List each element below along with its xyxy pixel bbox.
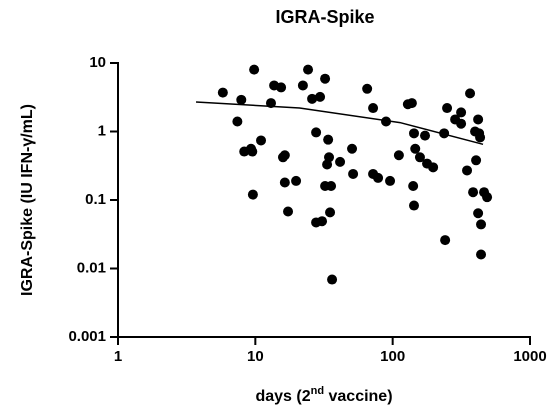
- point: [256, 135, 267, 146]
- point: [381, 116, 392, 127]
- point: [276, 82, 287, 93]
- y-tick-label: 0.1: [85, 191, 106, 208]
- point: [249, 64, 260, 75]
- point: [439, 128, 450, 139]
- point: [408, 181, 419, 192]
- point: [347, 143, 358, 154]
- point: [476, 219, 487, 230]
- point: [279, 150, 290, 161]
- point: [323, 134, 334, 145]
- fit-line: [195, 101, 484, 146]
- point: [473, 208, 484, 219]
- point: [368, 103, 379, 114]
- point: [279, 177, 290, 188]
- point: [462, 165, 473, 176]
- point: [440, 235, 451, 246]
- y-tick-label: 0.01: [77, 259, 106, 276]
- y-tick-label: 1: [98, 122, 106, 139]
- x-tick-label: 1000: [513, 348, 546, 365]
- point: [414, 152, 425, 163]
- point: [335, 156, 346, 167]
- point: [320, 73, 331, 84]
- chart-title: IGRA-Spike: [275, 7, 374, 27]
- point: [236, 94, 247, 105]
- point: [420, 130, 431, 141]
- point: [247, 189, 258, 200]
- point: [482, 192, 493, 203]
- point: [283, 206, 294, 217]
- point: [297, 80, 308, 91]
- point: [326, 181, 337, 192]
- point: [465, 88, 476, 99]
- point: [362, 83, 373, 94]
- point: [303, 64, 314, 75]
- point: [408, 128, 419, 139]
- point: [442, 103, 453, 114]
- x-tick-label: 10: [247, 348, 264, 365]
- point: [385, 175, 396, 186]
- point: [456, 118, 467, 129]
- point: [307, 93, 318, 104]
- point: [348, 168, 359, 179]
- point: [327, 274, 338, 285]
- point: [317, 216, 328, 227]
- point: [410, 143, 421, 154]
- point: [406, 98, 417, 109]
- x-label-part: vaccine): [324, 388, 392, 405]
- point: [232, 116, 243, 127]
- point: [408, 200, 419, 211]
- point: [428, 162, 439, 173]
- y-tick-label: 10: [89, 54, 106, 71]
- point: [325, 207, 336, 218]
- point: [311, 127, 322, 138]
- x-tick-label: 100: [380, 348, 405, 365]
- point: [473, 114, 484, 125]
- point: [475, 132, 486, 143]
- point: [291, 175, 302, 186]
- point: [471, 155, 482, 166]
- y-axis-label: IGRA-Spike (IU IFN-γ/mL): [19, 104, 36, 296]
- point: [324, 152, 335, 163]
- point: [468, 187, 479, 198]
- point: [315, 91, 326, 102]
- x-axis-label: days (2nd vaccine): [255, 385, 392, 405]
- x-label-part: days (2: [255, 388, 310, 405]
- x-tick-label: 1: [114, 348, 122, 365]
- point: [247, 146, 258, 157]
- point: [217, 87, 228, 98]
- point: [373, 172, 384, 183]
- point: [476, 249, 487, 260]
- point: [393, 150, 404, 161]
- point: [456, 107, 467, 118]
- x-label-superscript: nd: [311, 385, 324, 397]
- y-tick-label: 0.001: [68, 328, 106, 345]
